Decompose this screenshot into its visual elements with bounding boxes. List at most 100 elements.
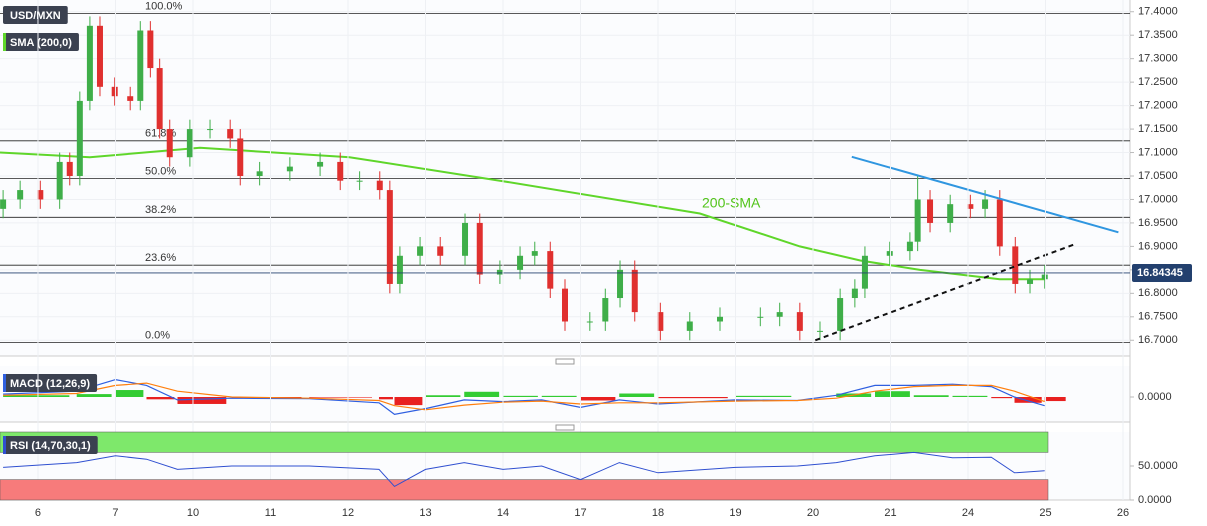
pane-label: RSI (14,70,30,1) — [3, 436, 98, 454]
y-tick-label: 0.0000 — [1138, 391, 1172, 403]
histogram-bar — [115, 390, 144, 397]
histogram-bar — [502, 395, 538, 397]
histogram-bar — [177, 397, 227, 404]
x-tick-label: 26 — [1117, 507, 1129, 519]
x-tick-label: 10 — [187, 507, 199, 519]
y-tick-label: 0.0000 — [1138, 494, 1172, 506]
candle-body — [256, 171, 263, 176]
histogram-bar — [952, 395, 988, 397]
candle-body — [386, 190, 393, 284]
label-box — [3, 436, 98, 454]
candle-body — [337, 161, 344, 181]
x-tick-label: 17 — [574, 507, 586, 519]
histogram-bar — [875, 391, 910, 397]
candle-body — [437, 246, 444, 256]
label-text: SMA (200,0) — [10, 37, 72, 49]
rsi-band — [0, 479, 1049, 501]
x-tick-label: 24 — [962, 507, 974, 519]
candle-body — [37, 190, 44, 200]
histogram-bar — [76, 394, 112, 397]
candle-body — [227, 129, 234, 139]
candle-body — [517, 255, 524, 270]
histogram-bar — [580, 397, 616, 401]
candle-body — [166, 129, 173, 158]
label-box — [3, 33, 79, 51]
fib-label: 50.0% — [145, 165, 176, 177]
candle-body — [66, 161, 73, 176]
annotation: 200-SMA — [702, 195, 761, 211]
x-tick-label: 20 — [807, 507, 819, 519]
fib-label: 38.2% — [145, 204, 176, 216]
y-tick-label: 17.0000 — [1138, 193, 1178, 205]
candle-body — [816, 330, 823, 332]
candle-body — [586, 321, 593, 323]
candle-body — [376, 180, 383, 191]
histogram-bar — [309, 397, 373, 398]
candle-body — [1027, 279, 1034, 284]
histogram-bar — [991, 397, 1013, 399]
candle-body — [851, 288, 858, 299]
label-edge — [3, 374, 6, 392]
y-tick-label: 50.0000 — [1138, 460, 1178, 472]
candle-body — [137, 30, 144, 101]
candle-body — [914, 199, 921, 242]
last-price-label: 16.84345 — [1137, 267, 1183, 279]
candle-body — [717, 316, 724, 322]
candle-body — [757, 316, 764, 318]
y-tick-label: 16.9000 — [1138, 240, 1178, 252]
x-tick-label: 18 — [652, 507, 664, 519]
candle-body — [947, 204, 954, 223]
y-tick-label: 17.2500 — [1138, 76, 1178, 88]
candle-body — [186, 129, 193, 158]
candle-body — [237, 138, 244, 176]
candle-body — [207, 129, 214, 131]
candle-body — [0, 199, 7, 209]
label-edge — [3, 436, 6, 454]
histogram-bar — [1014, 397, 1042, 403]
candle-body — [111, 86, 118, 97]
candle-body — [531, 251, 538, 256]
rsi-line — [3, 451, 1045, 488]
histogram-bar — [146, 397, 175, 400]
fib-label: 0.0% — [145, 330, 170, 342]
pane-label: SMA (200,0) — [3, 33, 79, 51]
histogram-bar — [541, 395, 577, 397]
trendline — [814, 243, 1076, 342]
rsi-band — [0, 431, 1049, 453]
fib-label: 23.6% — [145, 252, 176, 264]
histogram-bar — [425, 395, 461, 397]
x-tick-label: 25 — [1039, 507, 1051, 519]
label-edge — [3, 33, 6, 51]
pane-label: USD/MXN — [3, 6, 68, 24]
y-tick-label: 17.3000 — [1138, 53, 1178, 65]
candle-body — [496, 269, 503, 275]
candle-body — [56, 161, 63, 200]
candle-body — [602, 298, 609, 322]
label-text: RSI (14,70,30,1) — [10, 440, 91, 452]
candle-body — [776, 312, 783, 317]
candle-body — [657, 312, 664, 331]
x-tick-label: 12 — [342, 507, 354, 519]
y-tick-label: 16.9500 — [1138, 217, 1178, 229]
y-tick-label: 17.1500 — [1138, 123, 1178, 135]
histogram-bar — [735, 395, 792, 397]
x-tick-label: 14 — [497, 507, 509, 519]
y-tick-label: 16.8000 — [1138, 287, 1178, 299]
pane-handle[interactable] — [555, 358, 575, 365]
x-tick-label: 6 — [35, 507, 41, 519]
fib-label: 100.0% — [145, 0, 183, 12]
candle-body — [396, 255, 403, 284]
candle-body — [1012, 246, 1019, 284]
histogram-bar — [394, 397, 423, 406]
candle-body — [286, 166, 293, 172]
pane-handle[interactable] — [555, 424, 575, 431]
last-price-box — [1132, 263, 1192, 282]
candle-body — [982, 199, 989, 209]
x-tick-label: 13 — [419, 507, 431, 519]
candle-body — [837, 298, 844, 331]
x-tick-label: 7 — [112, 507, 118, 519]
candle-body — [796, 312, 803, 331]
candle-body — [631, 269, 638, 313]
histogram-bar — [658, 397, 728, 399]
